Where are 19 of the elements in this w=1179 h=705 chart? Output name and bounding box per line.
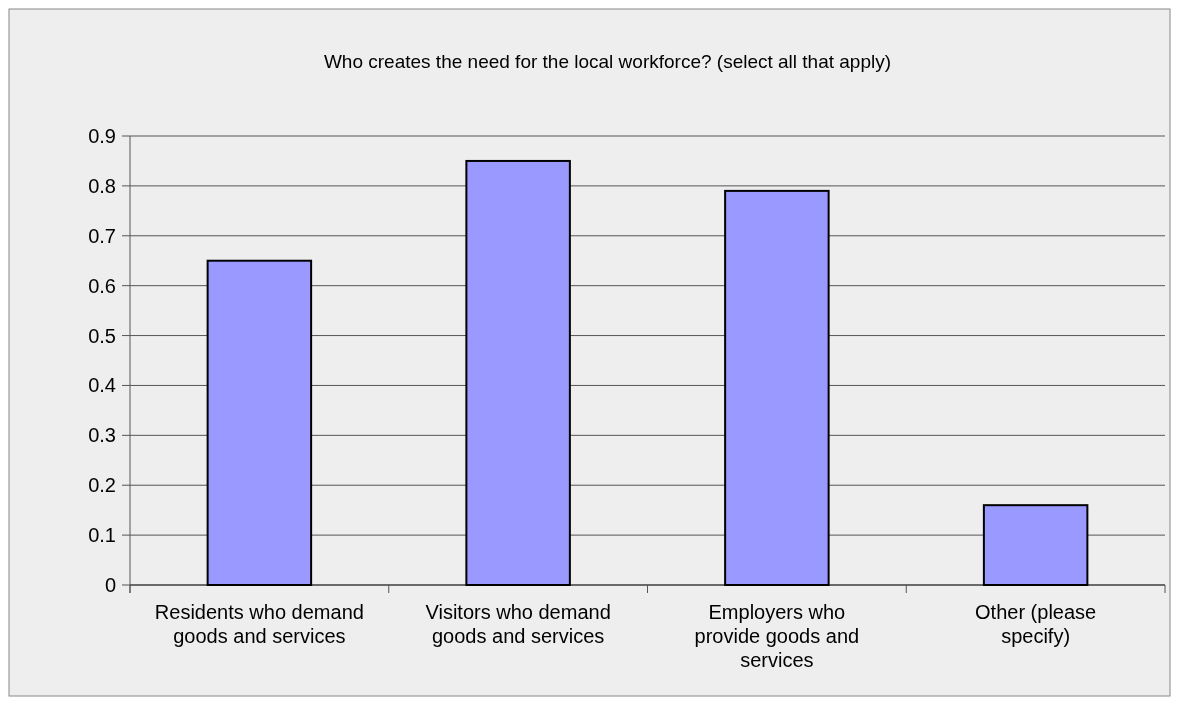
x-tick-label: Visitors who demand goods and services <box>425 601 611 647</box>
bar <box>465 159 571 586</box>
y-tick-label: 0.3 <box>88 424 116 447</box>
y-tick-label: 0.1 <box>88 524 116 547</box>
y-tick-label: 0 <box>104 574 116 596</box>
x-tick-label: Other (please specify) <box>975 601 1097 647</box>
bar <box>206 259 313 586</box>
y-tick-label: 0.6 <box>88 274 116 297</box>
y-tick-label: 0.2 <box>88 474 116 497</box>
y-tick-label: 0.9 <box>88 125 116 147</box>
x-tick-label: Employers who provide goods and services <box>694 601 860 671</box>
y-tick-label: 0.4 <box>88 374 116 397</box>
bar <box>724 189 830 586</box>
x-tick-label: Residents who demand goods and services <box>154 601 364 647</box>
y-tick-label: 0.7 <box>88 224 116 247</box>
y-tick-label: 0.8 <box>88 174 116 197</box>
chart-title: Who creates the need for the local workforce? (select all that apply) <box>323 51 892 72</box>
bar <box>982 504 1089 586</box>
y-tick-label: 0.5 <box>88 324 116 347</box>
